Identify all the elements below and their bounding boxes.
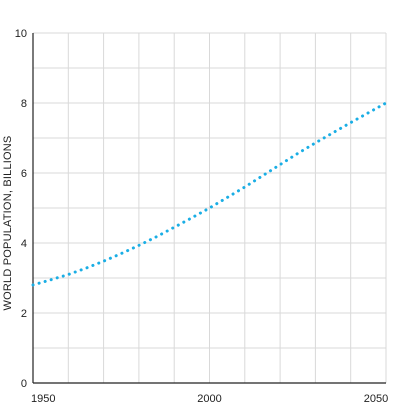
x-tick-labels: 1950 2000 2050 — [31, 393, 388, 405]
y-tick-label-10: 10 — [15, 28, 27, 40]
y-tick-label-0: 0 — [21, 378, 27, 390]
y-tick-label-6: 6 — [21, 168, 27, 180]
x-tick-label-2000: 2000 — [197, 393, 221, 405]
x-tick-label-2050: 2050 — [364, 393, 388, 405]
horizontal-gridlines — [33, 32, 386, 349]
series-layer — [31, 101, 388, 287]
series-line-0 — [31, 101, 388, 287]
y-tick-label-8: 8 — [21, 98, 27, 110]
axes — [32, 33, 386, 384]
y-tick-label-4: 4 — [21, 238, 27, 250]
y-tick-label-2: 2 — [21, 308, 27, 320]
x-tick-label-1950: 1950 — [31, 393, 55, 405]
y-tick-labels: 0 2 4 6 8 10 — [15, 28, 27, 390]
y-axis-title: WORLD POPULATION, BILLIONS — [2, 136, 14, 311]
